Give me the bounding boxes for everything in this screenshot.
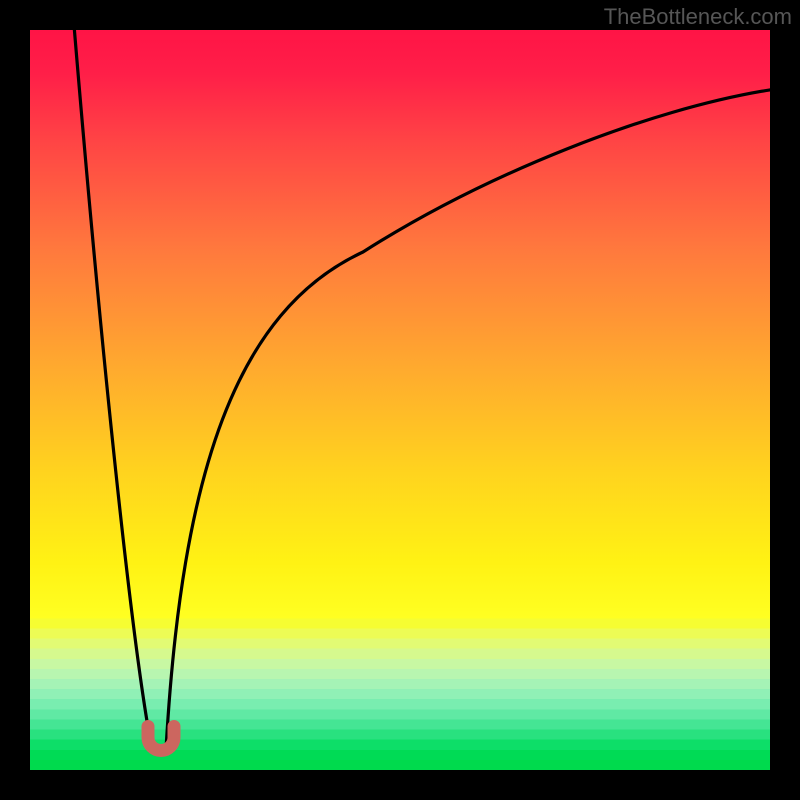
watermark-text: TheBottleneck.com xyxy=(604,4,792,30)
chart-container: TheBottleneck.com xyxy=(0,0,800,800)
gradient-background xyxy=(30,30,770,770)
plot-area xyxy=(30,30,770,770)
